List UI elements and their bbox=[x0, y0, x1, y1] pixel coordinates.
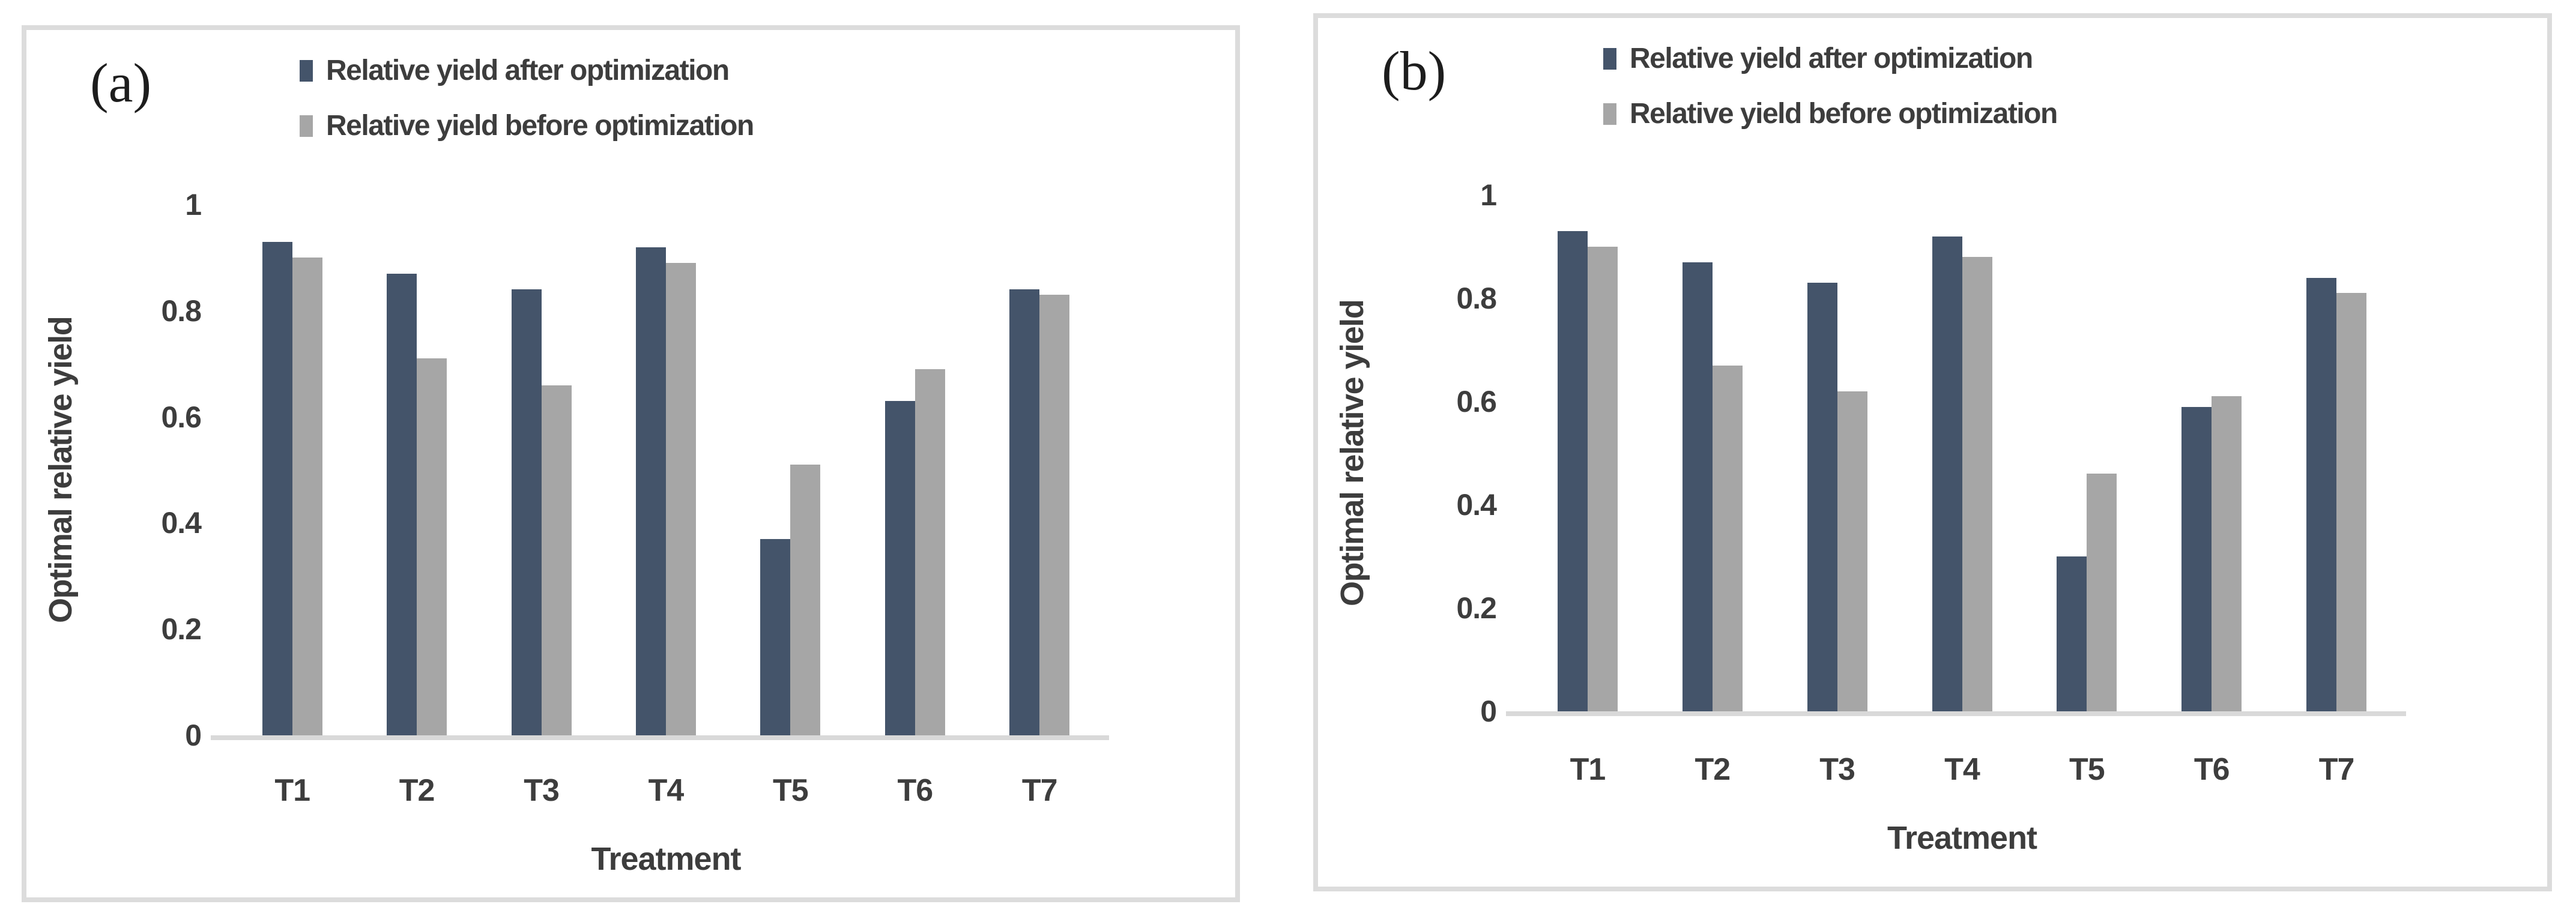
bar-after-t2 bbox=[1682, 262, 1713, 711]
bar-after-t7 bbox=[2306, 278, 2337, 711]
x-tick-label-t7: T7 bbox=[1021, 773, 1058, 808]
bar-before-t3 bbox=[1837, 391, 1867, 711]
legend-item-after: Relative yield after optimization bbox=[1603, 42, 2057, 76]
legend-item-before: Relative yield before optimization bbox=[300, 109, 754, 143]
bar-before-t3 bbox=[541, 385, 572, 735]
bar-group-t3 bbox=[1775, 195, 1900, 711]
legend-label-before: Relative yield before optimization bbox=[326, 110, 754, 142]
bar-before-t2 bbox=[1712, 366, 1743, 711]
x-tick-label-t2: T2 bbox=[399, 773, 435, 808]
y-tick-label: 0.4 bbox=[161, 506, 202, 540]
bar-group-t7 bbox=[978, 205, 1102, 735]
x-tick-label-t6: T6 bbox=[2194, 752, 2230, 787]
bar-before-t1 bbox=[1587, 247, 1618, 711]
bar-after-t2 bbox=[387, 274, 417, 735]
legend-swatch-before-icon bbox=[300, 115, 313, 137]
y-tick-label: 0 bbox=[1480, 695, 1497, 728]
y-tick-label: 0.6 bbox=[161, 400, 202, 434]
bar-group-t5 bbox=[2024, 195, 2149, 711]
x-axis-tick-labels: T1 T2 T3 T4 T5 T6 T7 bbox=[230, 771, 1102, 810]
bar-after-t1 bbox=[1557, 231, 1588, 711]
bar-group-t4 bbox=[603, 205, 728, 735]
bar-group-t7 bbox=[2274, 195, 2399, 711]
plot-area bbox=[1506, 195, 2406, 716]
legend-swatch-after-icon bbox=[300, 60, 313, 82]
x-tick-label-t2: T2 bbox=[1695, 752, 1731, 787]
bar-group-t6 bbox=[853, 205, 977, 735]
legend-label-after: Relative yield after optimization bbox=[326, 55, 730, 86]
y-tick-label: 0 bbox=[185, 719, 202, 752]
legend-swatch-after-icon bbox=[1603, 48, 1616, 70]
x-axis-line bbox=[1506, 711, 2406, 716]
bar-after-t5 bbox=[760, 539, 791, 735]
y-tick-label: 1 bbox=[1480, 178, 1497, 212]
x-tick-label-t3: T3 bbox=[1819, 752, 1855, 787]
x-axis-line bbox=[211, 735, 1109, 740]
x-axis-tick-labels: T1 T2 T3 T4 T5 T6 T7 bbox=[1525, 750, 2399, 789]
legend: Relative yield after optimization Relati… bbox=[300, 54, 754, 164]
bar-before-t6 bbox=[2212, 396, 2242, 711]
y-tick-label: 0.6 bbox=[1456, 385, 1497, 418]
chart-panel-a: (a) Relative yield after optimization Re… bbox=[22, 25, 1240, 902]
y-axis-tick-labels: 0 0.2 0.4 0.6 0.8 1 bbox=[26, 188, 202, 752]
bar-after-t1 bbox=[262, 242, 292, 735]
y-tick-label: 0.2 bbox=[161, 612, 202, 646]
bar-after-t4 bbox=[1932, 237, 1962, 711]
legend-label-before: Relative yield before optimization bbox=[1630, 98, 2058, 130]
bar-before-t5 bbox=[2087, 474, 2117, 711]
x-tick-label-t7: T7 bbox=[2318, 752, 2355, 787]
panel-letter-label: (b) bbox=[1382, 40, 1447, 101]
bar-after-t6 bbox=[884, 401, 915, 735]
bar-group-t5 bbox=[728, 205, 853, 735]
x-tick-label-t5: T5 bbox=[2069, 752, 2105, 787]
bar-group-t2 bbox=[354, 205, 479, 735]
bar-group-t1 bbox=[1525, 195, 1650, 711]
legend: Relative yield after optimization Relati… bbox=[1603, 42, 2058, 152]
x-tick-label-t6: T6 bbox=[897, 773, 933, 808]
bar-before-t7 bbox=[1039, 295, 1070, 735]
y-tick-label: 0.8 bbox=[1456, 282, 1497, 315]
y-tick-label: 1 bbox=[185, 188, 202, 221]
bar-group-t6 bbox=[2149, 195, 2274, 711]
legend-item-after: Relative yield after optimization bbox=[300, 54, 754, 88]
bar-before-t6 bbox=[915, 369, 945, 735]
bar-group-t4 bbox=[1900, 195, 2025, 711]
x-tick-label-t3: T3 bbox=[524, 773, 560, 808]
bar-after-t4 bbox=[635, 247, 666, 735]
y-tick-label: 0.4 bbox=[1456, 488, 1497, 522]
bar-after-t6 bbox=[2181, 407, 2212, 711]
bar-after-t3 bbox=[1807, 283, 1837, 711]
y-tick-label: 0.2 bbox=[1456, 591, 1497, 625]
x-tick-label-t4: T4 bbox=[1944, 752, 1980, 787]
x-tick-label-t4: T4 bbox=[648, 773, 685, 808]
y-axis-tick-labels: 0 0.2 0.4 0.6 0.8 1 bbox=[1318, 178, 1497, 728]
bar-group-t3 bbox=[479, 205, 603, 735]
x-tick-label-t1: T1 bbox=[274, 773, 310, 808]
bar-group-t1 bbox=[230, 205, 354, 735]
bar-before-t4 bbox=[665, 263, 696, 735]
bar-after-t5 bbox=[2057, 556, 2087, 711]
bar-group-t2 bbox=[1650, 195, 1775, 711]
bar-after-t7 bbox=[1009, 289, 1040, 735]
bar-groups bbox=[1525, 195, 2399, 711]
plot-area bbox=[211, 205, 1109, 740]
x-axis-title: Treatment bbox=[1887, 820, 2037, 856]
bar-before-t4 bbox=[1962, 257, 1992, 711]
bar-after-t3 bbox=[511, 289, 542, 735]
x-axis-title: Treatment bbox=[591, 841, 741, 877]
bar-before-t2 bbox=[417, 358, 447, 735]
bar-before-t1 bbox=[292, 258, 322, 735]
chart-panel-b: (b) Relative yield after optimization Re… bbox=[1313, 13, 2552, 891]
bar-before-t7 bbox=[2336, 293, 2367, 711]
bar-groups bbox=[230, 205, 1102, 735]
legend-item-before: Relative yield before optimization bbox=[1603, 97, 2058, 131]
legend-label-after: Relative yield after optimization bbox=[1630, 43, 2033, 74]
legend-swatch-before-icon bbox=[1603, 103, 1616, 125]
y-tick-label: 0.8 bbox=[161, 294, 202, 328]
bar-before-t5 bbox=[790, 465, 821, 735]
x-tick-label-t1: T1 bbox=[1570, 752, 1606, 787]
x-tick-label-t5: T5 bbox=[773, 773, 809, 808]
panel-letter-label: (a) bbox=[90, 52, 152, 113]
